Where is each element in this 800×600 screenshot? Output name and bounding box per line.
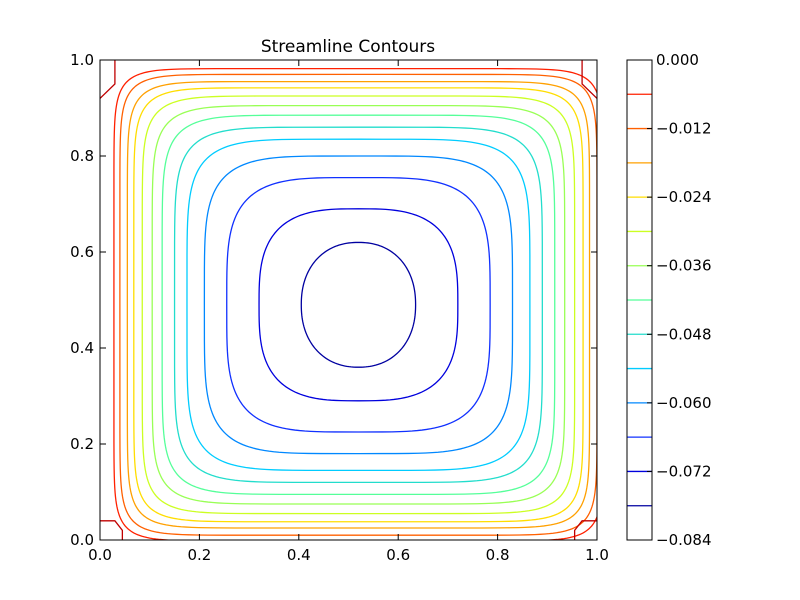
- axes-frame: [99, 59, 598, 541]
- contour-level: [226, 176, 491, 433]
- colorbar-tick-label: −0.060: [656, 394, 712, 412]
- colorbar-tick-label: 0.000: [656, 51, 699, 69]
- colorbar-tick-label: −0.084: [656, 531, 712, 549]
- colorbar-tick-label: −0.072: [656, 462, 712, 480]
- contour-level: [133, 87, 584, 523]
- x-tick-label: 1.0: [585, 546, 609, 564]
- contour-level: [186, 138, 531, 472]
- contour-level-zero: [581, 60, 597, 99]
- contour-lines: [100, 60, 597, 540]
- y-axis: 0.0 0.2 0.4 0.6 0.8 1.0: [70, 51, 597, 549]
- y-tick-label: 0.8: [70, 147, 94, 165]
- chart-title: Streamline Contours: [261, 37, 435, 57]
- colorbar-tick-label: −0.024: [656, 188, 712, 206]
- contour-level: [141, 95, 576, 515]
- y-tick-label: 0.0: [70, 531, 94, 549]
- contour-level-zero: [100, 60, 116, 99]
- contour-level: [161, 114, 556, 496]
- contour-level: [151, 104, 566, 505]
- contour-level: [119, 73, 597, 536]
- plot-area: [99, 59, 598, 541]
- x-tick-label: 0.4: [287, 546, 311, 564]
- x-tick-label: 0.2: [187, 546, 211, 564]
- colorbar-tick-label: −0.012: [656, 120, 712, 138]
- colorbar-frame: [626, 59, 653, 541]
- y-tick-label: 0.2: [70, 435, 94, 453]
- y-tick-label: 0.4: [70, 339, 94, 357]
- contour-level: [258, 208, 459, 402]
- contour-level: [173, 126, 543, 484]
- y-tick-label: 0.6: [70, 243, 94, 261]
- contour-level-zero: [100, 520, 124, 540]
- contour-level: [300, 241, 417, 368]
- colorbar: 0.000 −0.012 −0.024 −0.036 −0.048 −0.060 −0.07…: [626, 51, 712, 549]
- colorbar-tick-label: −0.036: [656, 257, 712, 275]
- x-axis: 0.0 0.2 0.4 0.6 0.8 1.0: [88, 60, 609, 564]
- x-tick-label: 0.6: [386, 546, 410, 564]
- y-tick-label: 1.0: [70, 51, 94, 69]
- contour-level-zero: [573, 520, 597, 540]
- contour-level: [203, 155, 514, 455]
- contour-level: [126, 80, 591, 529]
- x-tick-label: 0.8: [486, 546, 510, 564]
- contour-level: [113, 67, 597, 540]
- x-tick-label: 0.0: [88, 546, 112, 564]
- colorbar-tick-label: −0.048: [656, 325, 712, 343]
